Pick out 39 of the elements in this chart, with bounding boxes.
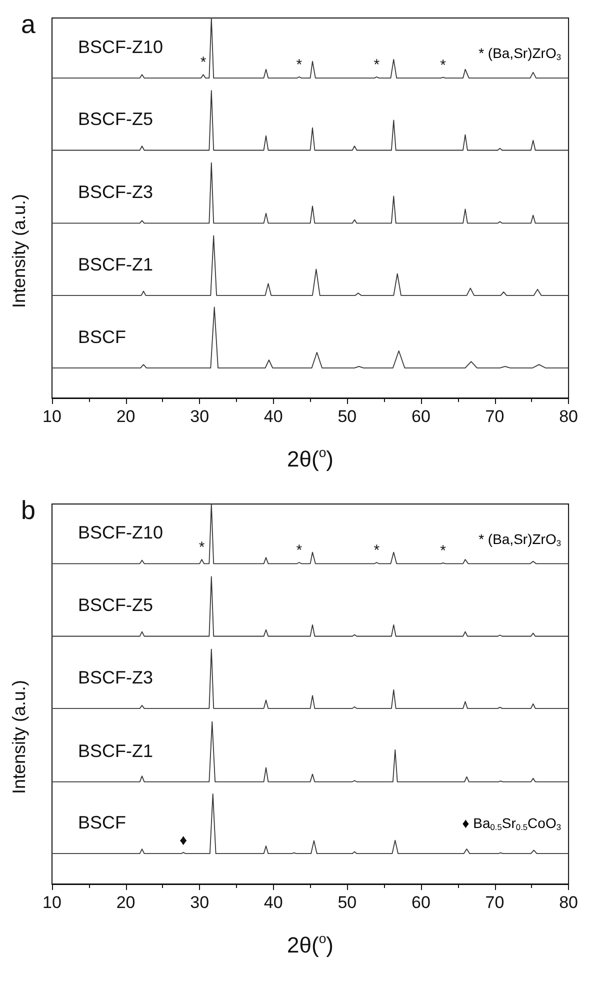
chart-title: a (21, 9, 36, 39)
x-tick-label: 60 (412, 407, 430, 426)
annotation: * (198, 538, 205, 556)
series-label: BSCF-Z3 (78, 667, 154, 688)
annotation: * (440, 542, 446, 560)
annotation: * (374, 56, 380, 74)
x-tick-label: 10 (42, 407, 62, 426)
x-tick-label: 80 (559, 407, 578, 426)
x-tick-label: 30 (190, 893, 210, 912)
x-tick-label: 80 (559, 893, 578, 912)
annotation: ♦ (180, 832, 188, 849)
series-label: BSCF-Z5 (78, 109, 154, 130)
series-label: BSCF-Z1 (78, 254, 154, 274)
series-label: BSCF (78, 812, 126, 833)
x-tick-label: 50 (338, 407, 357, 426)
annotation: * (440, 56, 446, 74)
x-tick-label: 30 (190, 407, 210, 426)
annotation: * (296, 56, 302, 74)
x-tick-label: 10 (42, 893, 62, 912)
y-axis-title: Intensity (a.u.) (9, 194, 29, 308)
series-label: BSCF-Z10 (78, 522, 164, 543)
x-tick-label: 60 (412, 893, 430, 912)
x-tick-label: 40 (264, 893, 283, 912)
y-axis-title: Intensity (a.u.) (9, 680, 29, 794)
series-label: BSCF (78, 326, 126, 347)
chart-title: b (21, 495, 36, 525)
annotation: * (374, 542, 380, 560)
x-tick-label: 20 (116, 407, 136, 426)
x-tick-label: 50 (338, 893, 357, 912)
x-tick-label: 70 (485, 893, 504, 912)
annotation: * (296, 542, 302, 560)
annotation: * (200, 54, 206, 72)
series-label: BSCF-Z3 (78, 182, 154, 202)
x-tick-label: 70 (485, 407, 504, 426)
x-tick-label: 20 (116, 893, 136, 912)
series-label: BSCF-Z10 (78, 37, 164, 58)
series-label: BSCF-Z5 (78, 595, 154, 616)
series-label: BSCF-Z1 (78, 740, 154, 761)
x-tick-label: 40 (264, 407, 283, 426)
